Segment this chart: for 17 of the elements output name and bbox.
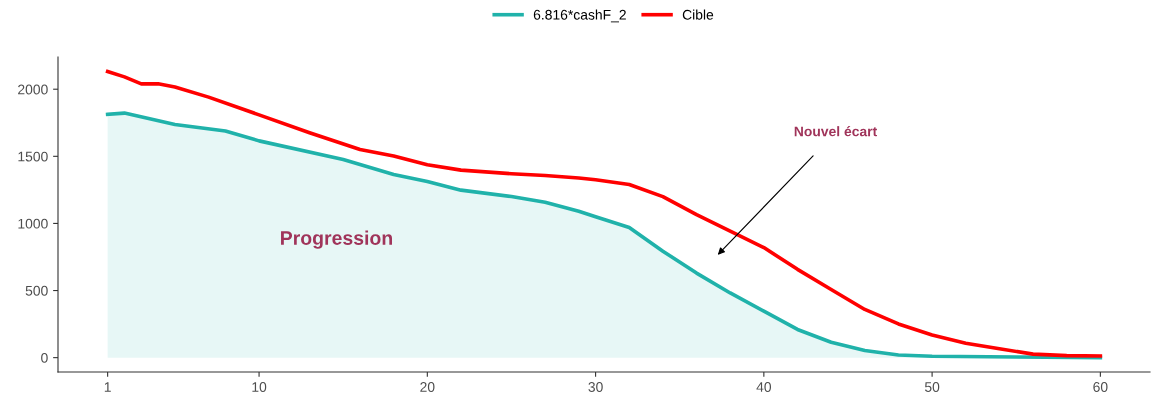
y-tick-label: 0 (41, 352, 48, 363)
y-tick-label: 1000 (18, 218, 48, 229)
line-series (105, 69, 1103, 358)
y-tick-label: 2000 (18, 84, 48, 95)
legend-label: Cible (682, 9, 714, 20)
annotation: Nouvel écart (794, 126, 878, 137)
x-tick-label: 50 (924, 382, 940, 392)
legend-label: 6.816*cashF_2 (533, 9, 626, 23)
x-tick-label: 60 (1093, 382, 1108, 392)
x-tick-label: 30 (588, 382, 603, 392)
y-tick-label: 1500 (18, 151, 48, 162)
annotation: Progression (281, 230, 392, 249)
y-tick-label: 500 (25, 285, 48, 296)
x-tick-label: 1 (104, 382, 111, 392)
x-tick-label: 10 (252, 382, 267, 392)
x-tick-label: 40 (756, 382, 772, 392)
x-tick-label: 20 (420, 382, 435, 392)
